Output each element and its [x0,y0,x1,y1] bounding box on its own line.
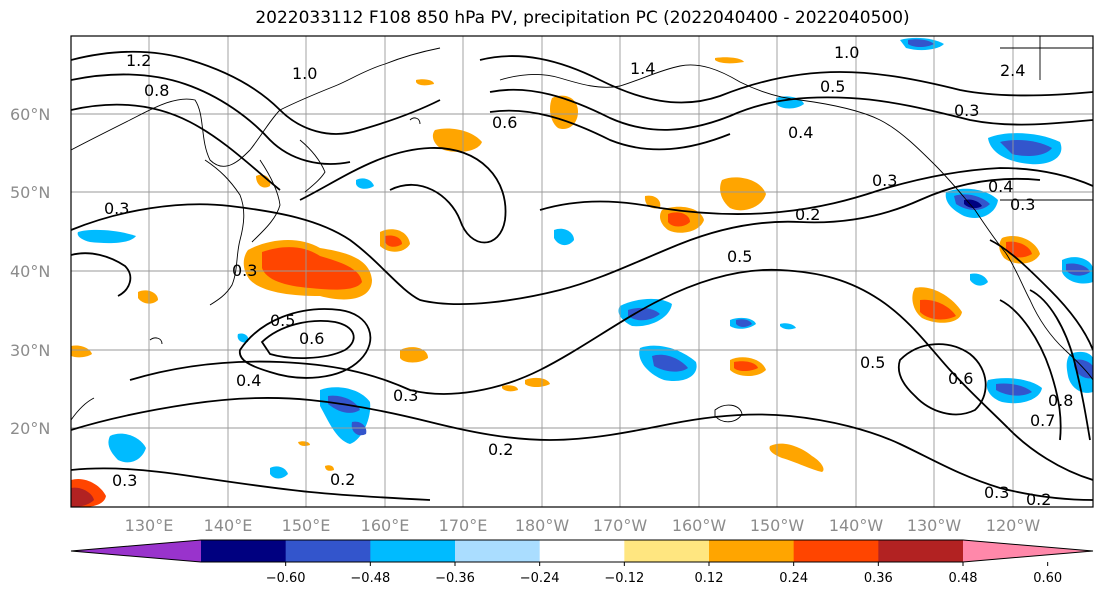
colorbar-tick-label: −0.12 [604,571,644,586]
map-area [71,36,1093,507]
colorbar-segment [201,540,287,562]
lat-label: 50°N [10,183,50,202]
colorbar-segment [709,540,795,562]
contour-label: 0.8 [1048,391,1073,410]
lon-label: 140°E [204,516,253,535]
contour-label: 2.4 [1000,61,1025,80]
contour-label: 0.2 [330,470,355,489]
lon-label: 160°E [361,516,410,535]
lat-label: 20°N [10,419,50,438]
contour-label: 1.4 [630,59,655,78]
lon-label: 180°W [515,516,570,535]
contour-label: 0.2 [795,205,820,224]
contour-label: 1.2 [126,51,151,70]
contour-label: 0.6 [492,113,517,132]
colorbar-tick-label: −0.48 [350,571,390,586]
contour-label: 0.8 [144,81,169,100]
contour-label: 0.3 [872,171,897,190]
contour-labels: 1.2 0.8 1.0 1.4 0.6 1.0 0.5 0.3 0.4 2.4 … [104,43,1073,509]
lat-label: 30°N [10,341,50,360]
contour-label: 0.5 [860,353,885,372]
contour-label: 0.2 [1026,490,1051,509]
colorbar-segment [370,540,456,562]
pv-contours [71,50,1093,501]
contour-label: 0.5 [270,311,295,330]
contour-label: 0.3 [954,101,979,120]
colorbar: −0.60 −0.48 −0.36 −0.24 −0.12 0.12 0.24 0.36 0.4… [70,539,1094,586]
lon-label: 160°W [672,516,727,535]
colorbar-tick-label: −0.60 [266,571,306,586]
lon-label: 130°E [125,516,174,535]
lon-label: 170°W [593,516,648,535]
contour-label: 0.4 [236,371,261,390]
lat-label: 60°N [10,105,50,124]
contour-label: 0.3 [104,199,129,218]
lon-label: 150°E [282,516,331,535]
lon-label: 170°E [439,516,488,535]
contour-label: 0.3 [232,261,257,280]
contour-label: 0.4 [788,123,813,142]
colorbar-outline [70,539,1094,563]
colorbar-segment [878,540,964,562]
colorbar-segment [539,540,625,562]
map-frame [70,35,1094,508]
contour-label: 0.6 [299,329,324,348]
colorbar-tick-label: 0.48 [949,571,978,586]
contour-label: 1.0 [834,43,859,62]
colorbar-extend-high [963,540,1093,562]
contour-label: 0.7 [1030,411,1055,430]
lon-label: 140°W [829,516,884,535]
colorbar-tick-label: −0.24 [520,571,560,586]
contour-label: 0.3 [1010,195,1035,214]
colorbar-tick-label: 0.36 [864,571,893,586]
colorbar-segment [624,540,710,562]
colorbar-segment [793,540,879,562]
precipitation-shading [71,37,1093,507]
map-title: 2022033112 F108 850 hPa PV, precipitatio… [255,8,910,28]
lon-label: 120°W [986,516,1041,535]
contour-label: 0.3 [984,483,1009,502]
contour-label: 1.0 [292,64,317,83]
colorbar-tick-label: 0.12 [695,571,724,586]
lon-label: 150°W [750,516,805,535]
contour-label: 0.2 [488,440,513,459]
colorbar-tick-label: −0.36 [435,571,475,586]
colorbar-extend-low [71,540,201,562]
colorbar-segment [285,540,371,562]
latitude-labels: 60°N 50°N 40°N 30°N 20°N [10,105,50,438]
contour-label: 0.3 [393,386,418,405]
contour-label: 0.6 [948,369,973,388]
contour-label: 0.5 [820,77,845,96]
lon-label: 130°W [907,516,962,535]
colorbar-tick-label: 0.60 [1033,571,1062,586]
lat-label: 40°N [10,262,50,281]
longitude-labels: 130°E 140°E 150°E 160°E 170°E 180°W 170°… [125,516,1041,535]
colorbar-tick-label: 0.24 [779,571,808,586]
contour-label: 0.4 [988,177,1013,196]
contour-label: 0.3 [112,471,137,490]
contour-label: 0.5 [727,247,752,266]
colorbar-segment [455,540,541,562]
